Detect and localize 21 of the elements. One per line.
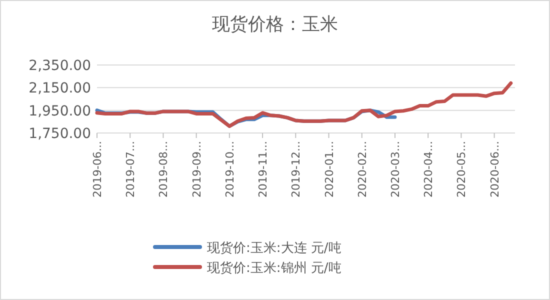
x-tick-label: 2019-10...: [223, 141, 236, 198]
x-tick-label: 2019-06...: [91, 141, 104, 198]
y-tick-label: 1,950.00: [28, 103, 91, 120]
x-tick-label: 2020-03...: [388, 141, 402, 198]
x-tick-label: 2019-07...: [124, 141, 138, 198]
y-tick-label: 2,350.00: [28, 58, 91, 74]
x-tick-label: 2020-01...: [322, 141, 336, 198]
x-tick-label: 2020-04...: [422, 141, 436, 198]
chart-title: 现货价格：玉米: [212, 14, 338, 35]
y-tick-label: 1,750.00: [28, 126, 91, 142]
y-tick-label: 2,150.00: [28, 80, 91, 97]
legend-label: 现货价:玉米:大连 元/吨: [207, 241, 342, 256]
x-tick-label: 2019-08...: [157, 141, 170, 198]
x-tick-label: 2019-12...: [290, 141, 303, 198]
x-tick-label: 2019-11...: [256, 141, 270, 198]
x-tick-label: 2020-06...: [488, 141, 502, 198]
line-series: [95, 81, 513, 128]
legend-label: 现货价:玉米:锦州 元/吨: [207, 261, 342, 276]
x-tick-label: 2019-09...: [190, 141, 204, 198]
x-tick-label: 2020-02...: [356, 141, 369, 198]
x-tick-label: 2020-05...: [455, 141, 468, 198]
